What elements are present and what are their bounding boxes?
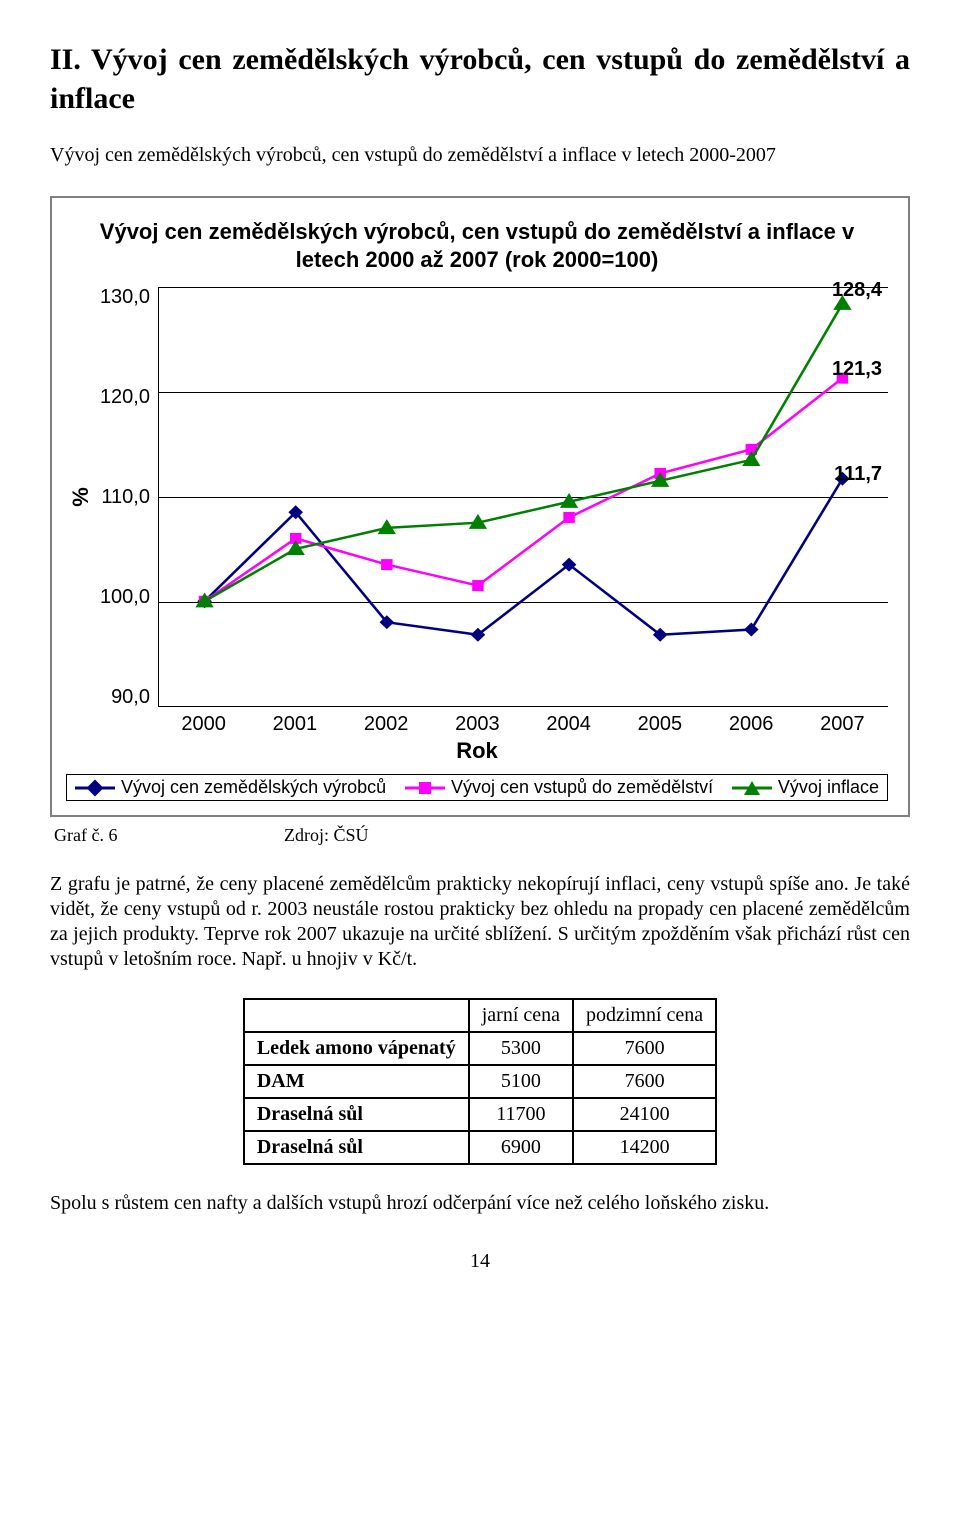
- table-corner-cell: [244, 999, 469, 1032]
- table-col-header: podzimní cena: [573, 999, 716, 1032]
- section-title: II. Vývoj cen zemědělských výrobců, cen …: [50, 40, 910, 118]
- table-row: DAM51007600: [244, 1065, 716, 1098]
- price-table: jarní cena podzimní cena Ledek amono váp…: [243, 998, 717, 1165]
- legend-label: Vývoj cen zemědělských výrobců: [121, 777, 386, 798]
- page-number: 14: [50, 1250, 910, 1273]
- series-end-label: 121,3: [832, 358, 882, 381]
- table-cell: 7600: [573, 1065, 716, 1098]
- series-end-label: 111,7: [834, 463, 882, 486]
- table-row-label: DAM: [244, 1065, 469, 1098]
- plot-area: 111,7121,3128,4: [158, 287, 888, 707]
- table-cell: 11700: [469, 1098, 573, 1131]
- y-tick-label: 100,0: [96, 587, 150, 607]
- x-tick-label: 2003: [432, 713, 523, 736]
- legend-item: Vývoj cen vstupů do zemědělství: [405, 777, 713, 798]
- x-tick-label: 2007: [797, 713, 888, 736]
- x-tick-label: 2004: [523, 713, 614, 736]
- x-axis-ticks: 20002001200220032004200520062007: [158, 713, 888, 736]
- chart-legend: Vývoj cen zemědělských výrobců Vývoj cen …: [66, 774, 888, 801]
- section-subtitle: Vývoj cen zemědělských výrobců, cen vstu…: [50, 142, 910, 168]
- table-cell: 14200: [573, 1131, 716, 1164]
- table-cell: 5100: [469, 1065, 573, 1098]
- x-tick-label: 2006: [706, 713, 797, 736]
- table-cell: 5300: [469, 1032, 573, 1065]
- y-tick-label: 130,0: [96, 287, 150, 307]
- table-row-label: Draselná sůl: [244, 1131, 469, 1164]
- x-tick-label: 2005: [614, 713, 705, 736]
- legend-item: Vývoj cen zemědělských výrobců: [75, 777, 386, 798]
- table-row: Draselná sůl1170024100: [244, 1098, 716, 1131]
- legend-label: Vývoj inflace: [778, 777, 879, 798]
- table-cell: 6900: [469, 1131, 573, 1164]
- table-row: Ledek amono vápenatý53007600: [244, 1032, 716, 1065]
- table-row-label: Draselná sůl: [244, 1098, 469, 1131]
- table-cell: 7600: [573, 1032, 716, 1065]
- chart-title: Vývoj cen zemědělských výrobců, cen vstu…: [66, 218, 888, 273]
- table-cell: 24100: [573, 1098, 716, 1131]
- graph-number-label: Graf č. 6: [54, 825, 284, 846]
- series-end-label: 128,4: [832, 279, 882, 302]
- x-tick-label: 2002: [341, 713, 432, 736]
- x-tick-label: 2000: [158, 713, 249, 736]
- body-paragraph-1: Z grafu je patrné, že ceny placené zeměd…: [50, 872, 910, 972]
- legend-label: Vývoj cen vstupů do zemědělství: [451, 777, 713, 798]
- table-row: Draselná sůl690014200: [244, 1131, 716, 1164]
- table-row-label: Ledek amono vápenatý: [244, 1032, 469, 1065]
- body-paragraph-2: Spolu s růstem cen nafty a dalších vstup…: [50, 1191, 910, 1216]
- y-tick-label: 90,0: [96, 687, 150, 707]
- x-axis-label: Rok: [66, 738, 888, 764]
- legend-item: Vývoj inflace: [732, 777, 879, 798]
- y-tick-label: 120,0: [96, 387, 150, 407]
- table-col-header: jarní cena: [469, 999, 573, 1032]
- chart-container: Vývoj cen zemědělských výrobců, cen vstu…: [50, 196, 910, 817]
- chart-source-label: Zdroj: ČSÚ: [284, 825, 906, 846]
- x-tick-label: 2001: [249, 713, 340, 736]
